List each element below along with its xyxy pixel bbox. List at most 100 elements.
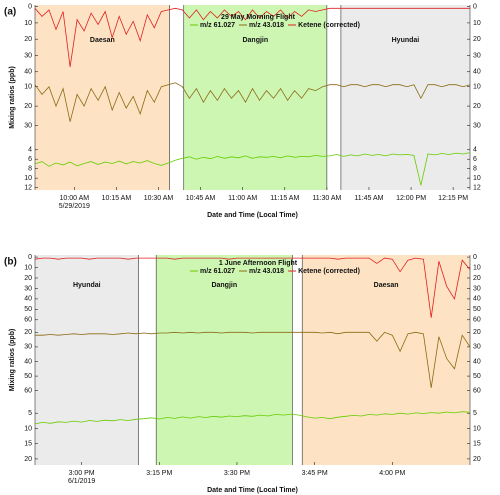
y-tick-label: 20 [24,456,32,463]
y-tick-label: 10 [24,264,32,271]
y-tick-label: 50 [24,373,32,380]
series-line [35,331,471,388]
panel-label: (a) [4,7,16,18]
y-tick-label: 50 [473,373,481,380]
series-line [34,7,470,67]
y-tick-label: 10 [473,425,481,432]
y-tick-label: 30 [24,285,32,292]
y-tick-label: 10 [473,264,481,271]
region [340,5,470,190]
y-tick-label: 20 [24,103,32,110]
x-tick-label: 3:30 PM [224,470,250,477]
chart-title: 29 May Morning Flight [221,14,296,21]
y-tick-label: 60 [473,388,481,395]
y-tick-label: 40 [24,358,32,365]
x-tick-label: 10:00 AM [60,195,90,202]
y-tick-label: 50 [24,306,32,313]
y-tick-label: 8 [28,166,32,173]
y-tick-label: 30 [24,122,32,129]
region-label: Hyundai [73,282,101,289]
x-tick-label: 10:45 AM [186,195,216,202]
region-label: Daesan [90,37,115,44]
legend-label: m/z 61.027 [200,268,235,275]
region-label: Dangjin [211,282,237,289]
y-tick-label: 20 [473,456,481,463]
y-tick-label: 20 [24,36,32,43]
region [35,255,139,465]
y-tick-label: 40 [24,296,32,303]
y-tick-label: 10 [24,425,32,432]
y-tick-label: 50 [473,306,481,313]
region-label: Hyundai [392,37,420,44]
legend-label: m/z 43.018 [249,22,284,29]
y-axis-title: Mixing ratios (ppb) [9,329,16,392]
y-tick-label: 12 [24,184,32,191]
region [302,255,470,465]
y-tick-label: 60 [24,317,32,324]
y-tick-label: 10 [473,20,481,27]
legend-label: Ketene (corrected) [298,22,360,29]
y-tick-label: 15 [473,441,481,448]
legend-label: m/z 43.018 [249,268,284,275]
y-tick-label: 30 [24,52,32,59]
x-tick-label: 12:15 PM [438,195,468,202]
chart-title: 1 June Afternoon Flight [219,260,298,267]
region [35,5,170,190]
y-tick-label: 40 [473,69,481,76]
y-tick-label: 10 [24,20,32,27]
y-tick-label: 40 [473,358,481,365]
x-tick-label: 3:15 PM [146,470,172,477]
legend-label: m/z 61.027 [200,22,235,29]
x-tick-label: 12:00 PM [396,195,426,202]
y-tick-label: 30 [473,344,481,351]
y-tick-label: 12 [473,184,481,191]
y-tick-label: 0 [473,254,477,261]
y-tick-label: 40 [24,69,32,76]
x-tick-label: 10:15 AM [102,195,132,202]
region-label: Dangjin [242,37,268,44]
x-tick-label: 10:30 AM [144,195,174,202]
y-tick-label: 20 [473,275,481,282]
x-date-label: 6/1/2019 [68,478,95,485]
y-axis-title: Mixing ratios (ppb) [9,66,16,129]
x-tick-label: 3:45 PM [302,470,328,477]
y-tick-label: 30 [473,122,481,129]
series-line [34,82,471,122]
y-tick-label: 8 [473,166,477,173]
y-tick-label: 5 [28,410,32,417]
x-tick-label: 11:00 AM [228,195,257,202]
y-tick-label: 4 [473,147,477,154]
y-tick-label: 6 [473,156,477,163]
y-tick-label: 20 [473,36,481,43]
y-tick-label: 60 [473,317,481,324]
y-tick-label: 60 [24,388,32,395]
legend-label: Ketene (corrected) [298,268,360,275]
y-tick-label: 5 [473,410,477,417]
region [156,255,293,465]
y-tick-label: 20 [473,103,481,110]
y-tick-label: 0 [473,3,477,10]
y-tick-label: 20 [24,329,32,336]
x-tick-label: 11:45 AM [354,195,383,202]
y-tick-label: 10 [24,84,32,91]
y-tick-label: 30 [473,52,481,59]
region [183,5,327,190]
x-axis-title: Date and Time (Local Time) [207,212,298,219]
y-tick-label: 0 [28,254,32,261]
x-date-label: 5/29/2019 [59,203,90,210]
y-tick-label: 30 [473,285,481,292]
y-tick-label: 10 [473,84,481,91]
region-label: Daesan [374,282,399,289]
panel-label: (b) [4,257,17,268]
x-axis-title: Date and Time (Local Time) [207,487,298,494]
x-tick-label: 3:00 PM [69,470,95,477]
y-tick-label: 0 [28,3,32,10]
x-tick-label: 4:00 PM [379,470,405,477]
series-line [34,411,471,425]
y-tick-label: 30 [24,344,32,351]
y-tick-label: 20 [24,275,32,282]
y-tick-label: 10 [24,175,32,182]
series-line [34,152,471,186]
x-tick-label: 11:30 AM [312,195,341,202]
y-tick-label: 15 [24,441,32,448]
